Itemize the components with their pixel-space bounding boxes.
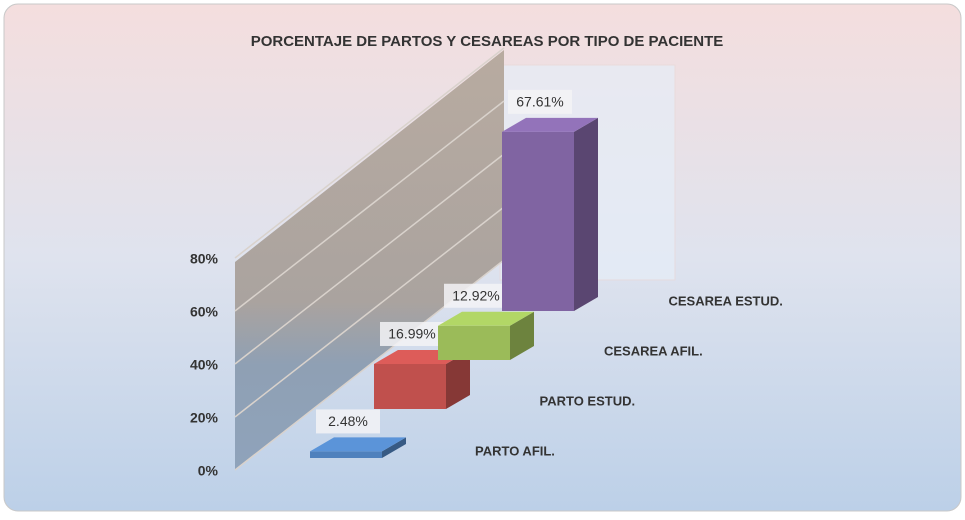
chart-title: PORCENTAJE DE PARTOS Y CESAREAS POR TIPO…	[251, 33, 724, 50]
bar	[310, 437, 406, 458]
bar	[438, 311, 534, 360]
value-label-box	[508, 89, 572, 114]
bar-top	[310, 437, 406, 452]
grid-line	[234, 153, 505, 365]
category-label: PARTO AFIL.	[475, 443, 555, 458]
bar-side	[382, 437, 406, 458]
bar-front	[438, 325, 510, 360]
value-label-box	[380, 321, 444, 346]
grid-line	[234, 206, 505, 418]
value-label: 16.99%	[388, 326, 435, 342]
bar-front	[310, 451, 382, 458]
grid-line	[234, 100, 505, 312]
value-label-box	[444, 283, 508, 308]
value-label: 12.92%	[452, 287, 499, 303]
y-tick-label: 0%	[198, 463, 219, 479]
category-label: CESAREA ESTUD.	[669, 293, 783, 308]
bar-side	[574, 117, 598, 312]
bar-side	[446, 349, 470, 409]
category-label: PARTO ESTUD.	[540, 393, 636, 408]
y-tick-label: 80%	[190, 251, 219, 267]
bar-front	[502, 131, 574, 311]
value-label-box	[316, 409, 380, 434]
y-tick-label: 20%	[190, 410, 219, 426]
value-label: 2.48%	[328, 413, 368, 429]
bar	[502, 117, 598, 312]
grid-line	[234, 47, 505, 259]
category-label: CESAREA AFIL.	[604, 343, 703, 358]
bar-top	[502, 117, 598, 132]
bar-side	[510, 311, 534, 360]
y-tick-label: 60%	[190, 304, 219, 320]
bar-front	[374, 363, 446, 409]
bar-top	[438, 311, 534, 326]
value-label: 67.61%	[516, 94, 563, 110]
y-tick-label: 40%	[190, 357, 219, 373]
